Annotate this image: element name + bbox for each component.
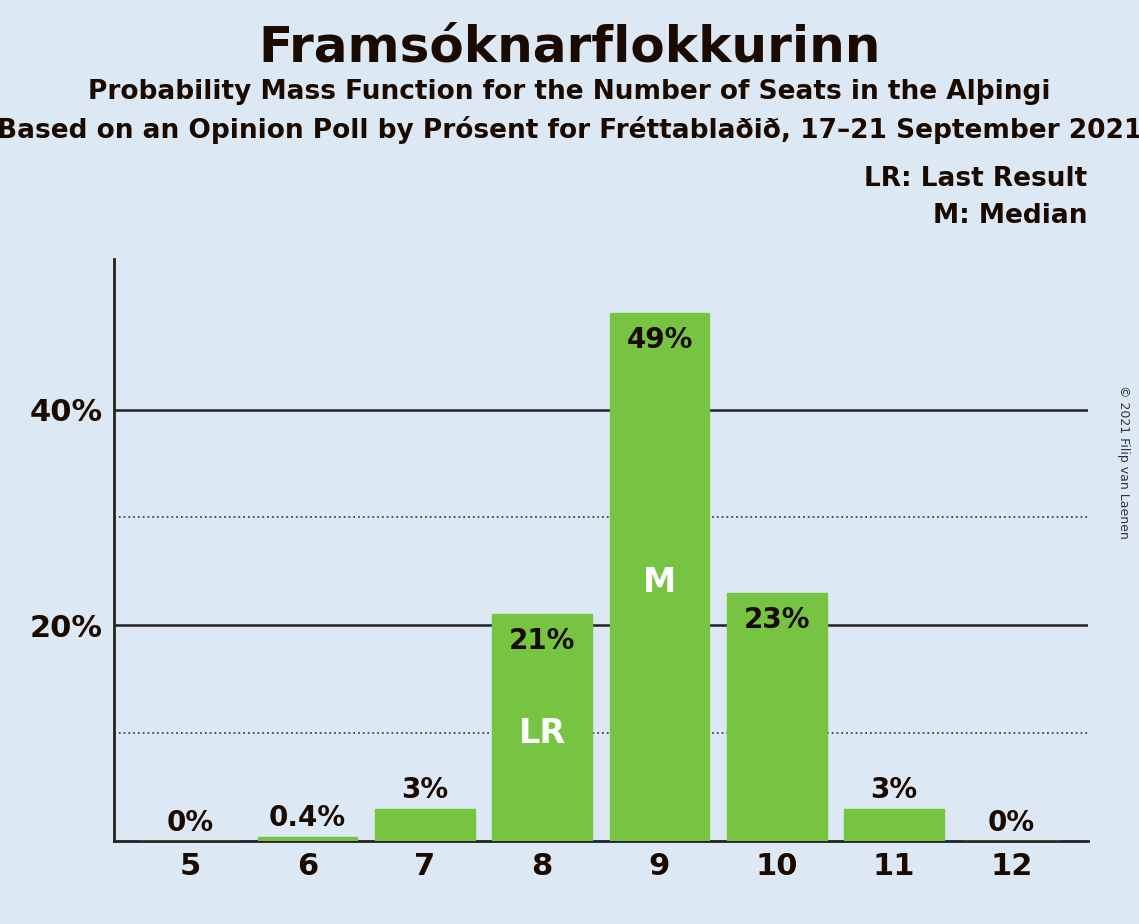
Text: M: Median: M: Median: [933, 203, 1088, 229]
Bar: [727, 593, 827, 841]
Text: 3%: 3%: [401, 776, 449, 804]
Text: 0%: 0%: [988, 808, 1035, 836]
Bar: [375, 808, 475, 841]
Text: 21%: 21%: [509, 627, 575, 655]
Bar: [257, 836, 358, 841]
Bar: [492, 614, 592, 841]
Bar: [609, 312, 710, 841]
Bar: [844, 808, 944, 841]
Text: 3%: 3%: [870, 776, 918, 804]
Text: 0.4%: 0.4%: [269, 804, 346, 833]
Text: LR: Last Result: LR: Last Result: [865, 166, 1088, 192]
Text: Framsóknarflokkurinn: Framsóknarflokkurinn: [259, 23, 880, 71]
Text: M: M: [642, 565, 677, 599]
Text: Based on an Opinion Poll by Prósent for Fréttablaðið, 17–21 September 2021: Based on an Opinion Poll by Prósent for …: [0, 116, 1139, 143]
Text: © 2021 Filip van Laenen: © 2021 Filip van Laenen: [1117, 385, 1130, 539]
Text: 23%: 23%: [744, 606, 810, 634]
Text: LR: LR: [518, 716, 566, 749]
Text: Probability Mass Function for the Number of Seats in the Alþingi: Probability Mass Function for the Number…: [88, 79, 1051, 104]
Text: 49%: 49%: [626, 325, 693, 354]
Text: 0%: 0%: [166, 808, 214, 836]
